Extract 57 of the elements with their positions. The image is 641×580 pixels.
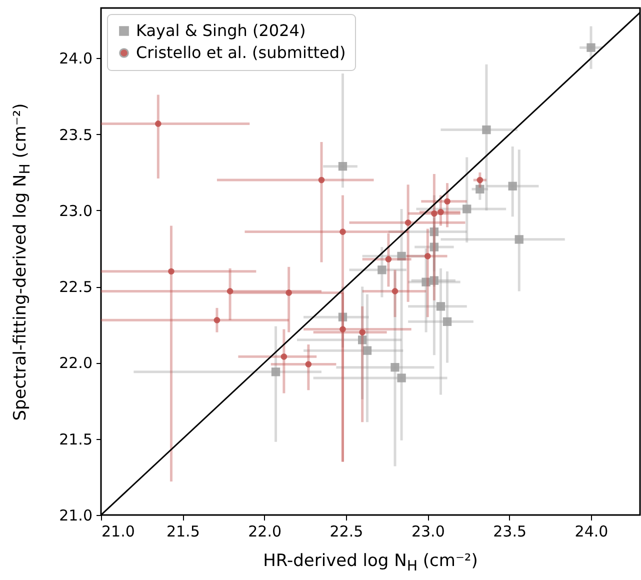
point <box>514 235 524 244</box>
point <box>226 288 234 294</box>
point <box>431 210 438 217</box>
y-tick-label: 23.0 <box>59 202 92 220</box>
x-tick-label: 21.0 <box>102 522 135 540</box>
y-tick-label: 23.5 <box>59 126 92 144</box>
point <box>340 228 346 235</box>
point <box>338 312 348 322</box>
point <box>586 43 596 52</box>
point <box>271 368 280 376</box>
x-tick-label: 22.0 <box>248 522 282 540</box>
point <box>476 184 484 194</box>
point <box>476 176 484 184</box>
point <box>508 182 517 190</box>
point <box>430 242 439 252</box>
y-tick-label: 22.0 <box>59 354 92 372</box>
point <box>462 204 472 214</box>
y-tick-label: 21.0 <box>59 506 92 524</box>
point <box>340 326 346 332</box>
point <box>438 208 444 216</box>
y-tick-label: 21.5 <box>59 430 92 448</box>
point <box>168 268 174 275</box>
point <box>444 198 450 205</box>
point <box>424 253 431 260</box>
point <box>397 252 406 260</box>
point <box>280 354 288 360</box>
point <box>397 374 406 382</box>
y-tick-label: 22.5 <box>59 278 92 296</box>
point <box>305 361 312 368</box>
point <box>358 336 367 344</box>
x-tick-label: 23.5 <box>493 522 527 540</box>
point <box>390 362 400 372</box>
x-tick-label: 21.5 <box>166 522 200 540</box>
point <box>155 120 162 127</box>
point <box>378 266 386 274</box>
x-tick-label: 24.0 <box>574 522 608 540</box>
x-axis-title: HR-derived log N$_{H}$ (cm⁻²) <box>262 551 479 574</box>
point <box>385 256 392 262</box>
point <box>436 302 446 311</box>
point <box>482 125 491 134</box>
point <box>318 176 325 184</box>
legend-label: Kayal & Singh (2024) <box>136 21 306 40</box>
point <box>286 290 292 296</box>
point <box>430 276 439 285</box>
point <box>214 316 220 324</box>
y-tick-label: 24.0 <box>59 50 92 68</box>
point <box>359 329 366 336</box>
x-tick-label: 23.0 <box>411 522 445 540</box>
point <box>392 288 398 294</box>
point <box>362 346 372 355</box>
legend-label: Cristello et al. (submitted) <box>136 43 346 62</box>
x-tick-label: 22.5 <box>330 522 364 540</box>
point <box>442 317 452 326</box>
point <box>338 162 348 171</box>
point <box>404 220 412 226</box>
point <box>422 278 430 286</box>
point <box>430 227 439 236</box>
